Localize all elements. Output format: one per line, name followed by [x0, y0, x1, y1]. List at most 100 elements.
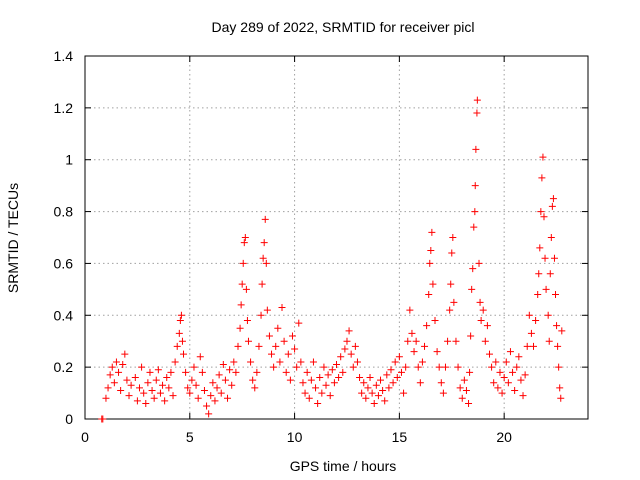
data-point [542, 285, 550, 293]
data-point [182, 368, 190, 376]
data-point [117, 386, 125, 394]
data-point [427, 246, 435, 254]
data-point [416, 379, 424, 387]
data-point [421, 342, 429, 350]
data-point [165, 384, 173, 392]
data-point [366, 374, 374, 382]
data-point [241, 234, 249, 241]
data-point [173, 342, 181, 350]
data-point [226, 366, 234, 374]
data-point [513, 363, 521, 371]
data-point [534, 291, 542, 299]
data-point [472, 145, 480, 153]
data-point [237, 301, 245, 309]
data-point [433, 348, 441, 356]
data-point [351, 342, 359, 350]
data-point [251, 384, 259, 392]
data-point [219, 361, 227, 369]
data-point [345, 327, 353, 335]
data-point [496, 368, 504, 376]
data-point [135, 384, 143, 392]
data-point [194, 394, 202, 402]
data-point [176, 316, 184, 324]
data-point [454, 363, 462, 371]
data-point [303, 368, 311, 376]
data-point [140, 389, 148, 397]
data-point [247, 358, 255, 366]
data-point [232, 368, 240, 376]
data-point [535, 270, 543, 278]
data-point [328, 366, 336, 374]
data-point [131, 374, 139, 382]
data-point [106, 371, 114, 379]
data-point [255, 342, 263, 350]
data-point [314, 399, 322, 407]
data-point [412, 337, 420, 345]
data-point [452, 337, 460, 345]
data-point [268, 350, 276, 358]
data-point [446, 306, 454, 314]
data-point [178, 337, 186, 345]
data-point [381, 397, 389, 405]
data-point [556, 384, 564, 392]
data-point [127, 381, 135, 389]
data-point [448, 249, 456, 257]
data-point [249, 376, 257, 384]
data-point [500, 374, 508, 382]
data-point [119, 361, 127, 369]
data-point [477, 316, 485, 324]
data-point [449, 234, 457, 241]
data-point [297, 358, 305, 366]
data-point [353, 358, 361, 366]
data-point [473, 96, 481, 104]
data-point [217, 389, 225, 397]
data-point [108, 363, 116, 371]
x-axis-label: GPS time / hours [290, 458, 397, 474]
data-point [180, 350, 188, 358]
data-point [460, 376, 468, 384]
data-point [372, 381, 380, 389]
data-point [148, 386, 156, 394]
y-axis-label: SRMTID / TECUs [5, 183, 21, 293]
data-point [469, 265, 477, 273]
data-point [370, 399, 378, 407]
data-point [288, 332, 296, 340]
data-point [525, 311, 533, 319]
data-point [123, 376, 131, 384]
data-point [545, 337, 553, 345]
y-tick-label: 1 [65, 152, 73, 168]
data-point [471, 182, 479, 190]
data-point [349, 363, 357, 371]
data-point [265, 332, 273, 340]
data-point [228, 381, 236, 389]
data-point [284, 350, 292, 358]
data-point [260, 239, 268, 247]
data-point [333, 361, 340, 369]
data-point [278, 304, 286, 312]
data-point [138, 363, 146, 371]
y-tick-label: 1.4 [54, 48, 74, 64]
data-point [188, 376, 196, 384]
data-point [115, 368, 123, 376]
data-point [389, 379, 397, 387]
data-point [549, 195, 557, 203]
data-point [190, 363, 198, 371]
data-point [339, 368, 347, 376]
data-point [548, 202, 556, 210]
data-point [337, 353, 345, 361]
data-point [515, 353, 523, 361]
data-point [481, 337, 489, 345]
data-point [425, 291, 433, 299]
data-point [161, 397, 169, 405]
data-point [410, 348, 418, 356]
data-point [557, 394, 565, 402]
data-point [291, 345, 299, 353]
y-tick-label: 0.8 [54, 204, 74, 220]
data-point [211, 397, 219, 405]
data-point [244, 337, 252, 345]
data-point [406, 306, 414, 314]
data-point [163, 374, 171, 382]
data-point [154, 366, 162, 374]
data-point [502, 358, 510, 366]
